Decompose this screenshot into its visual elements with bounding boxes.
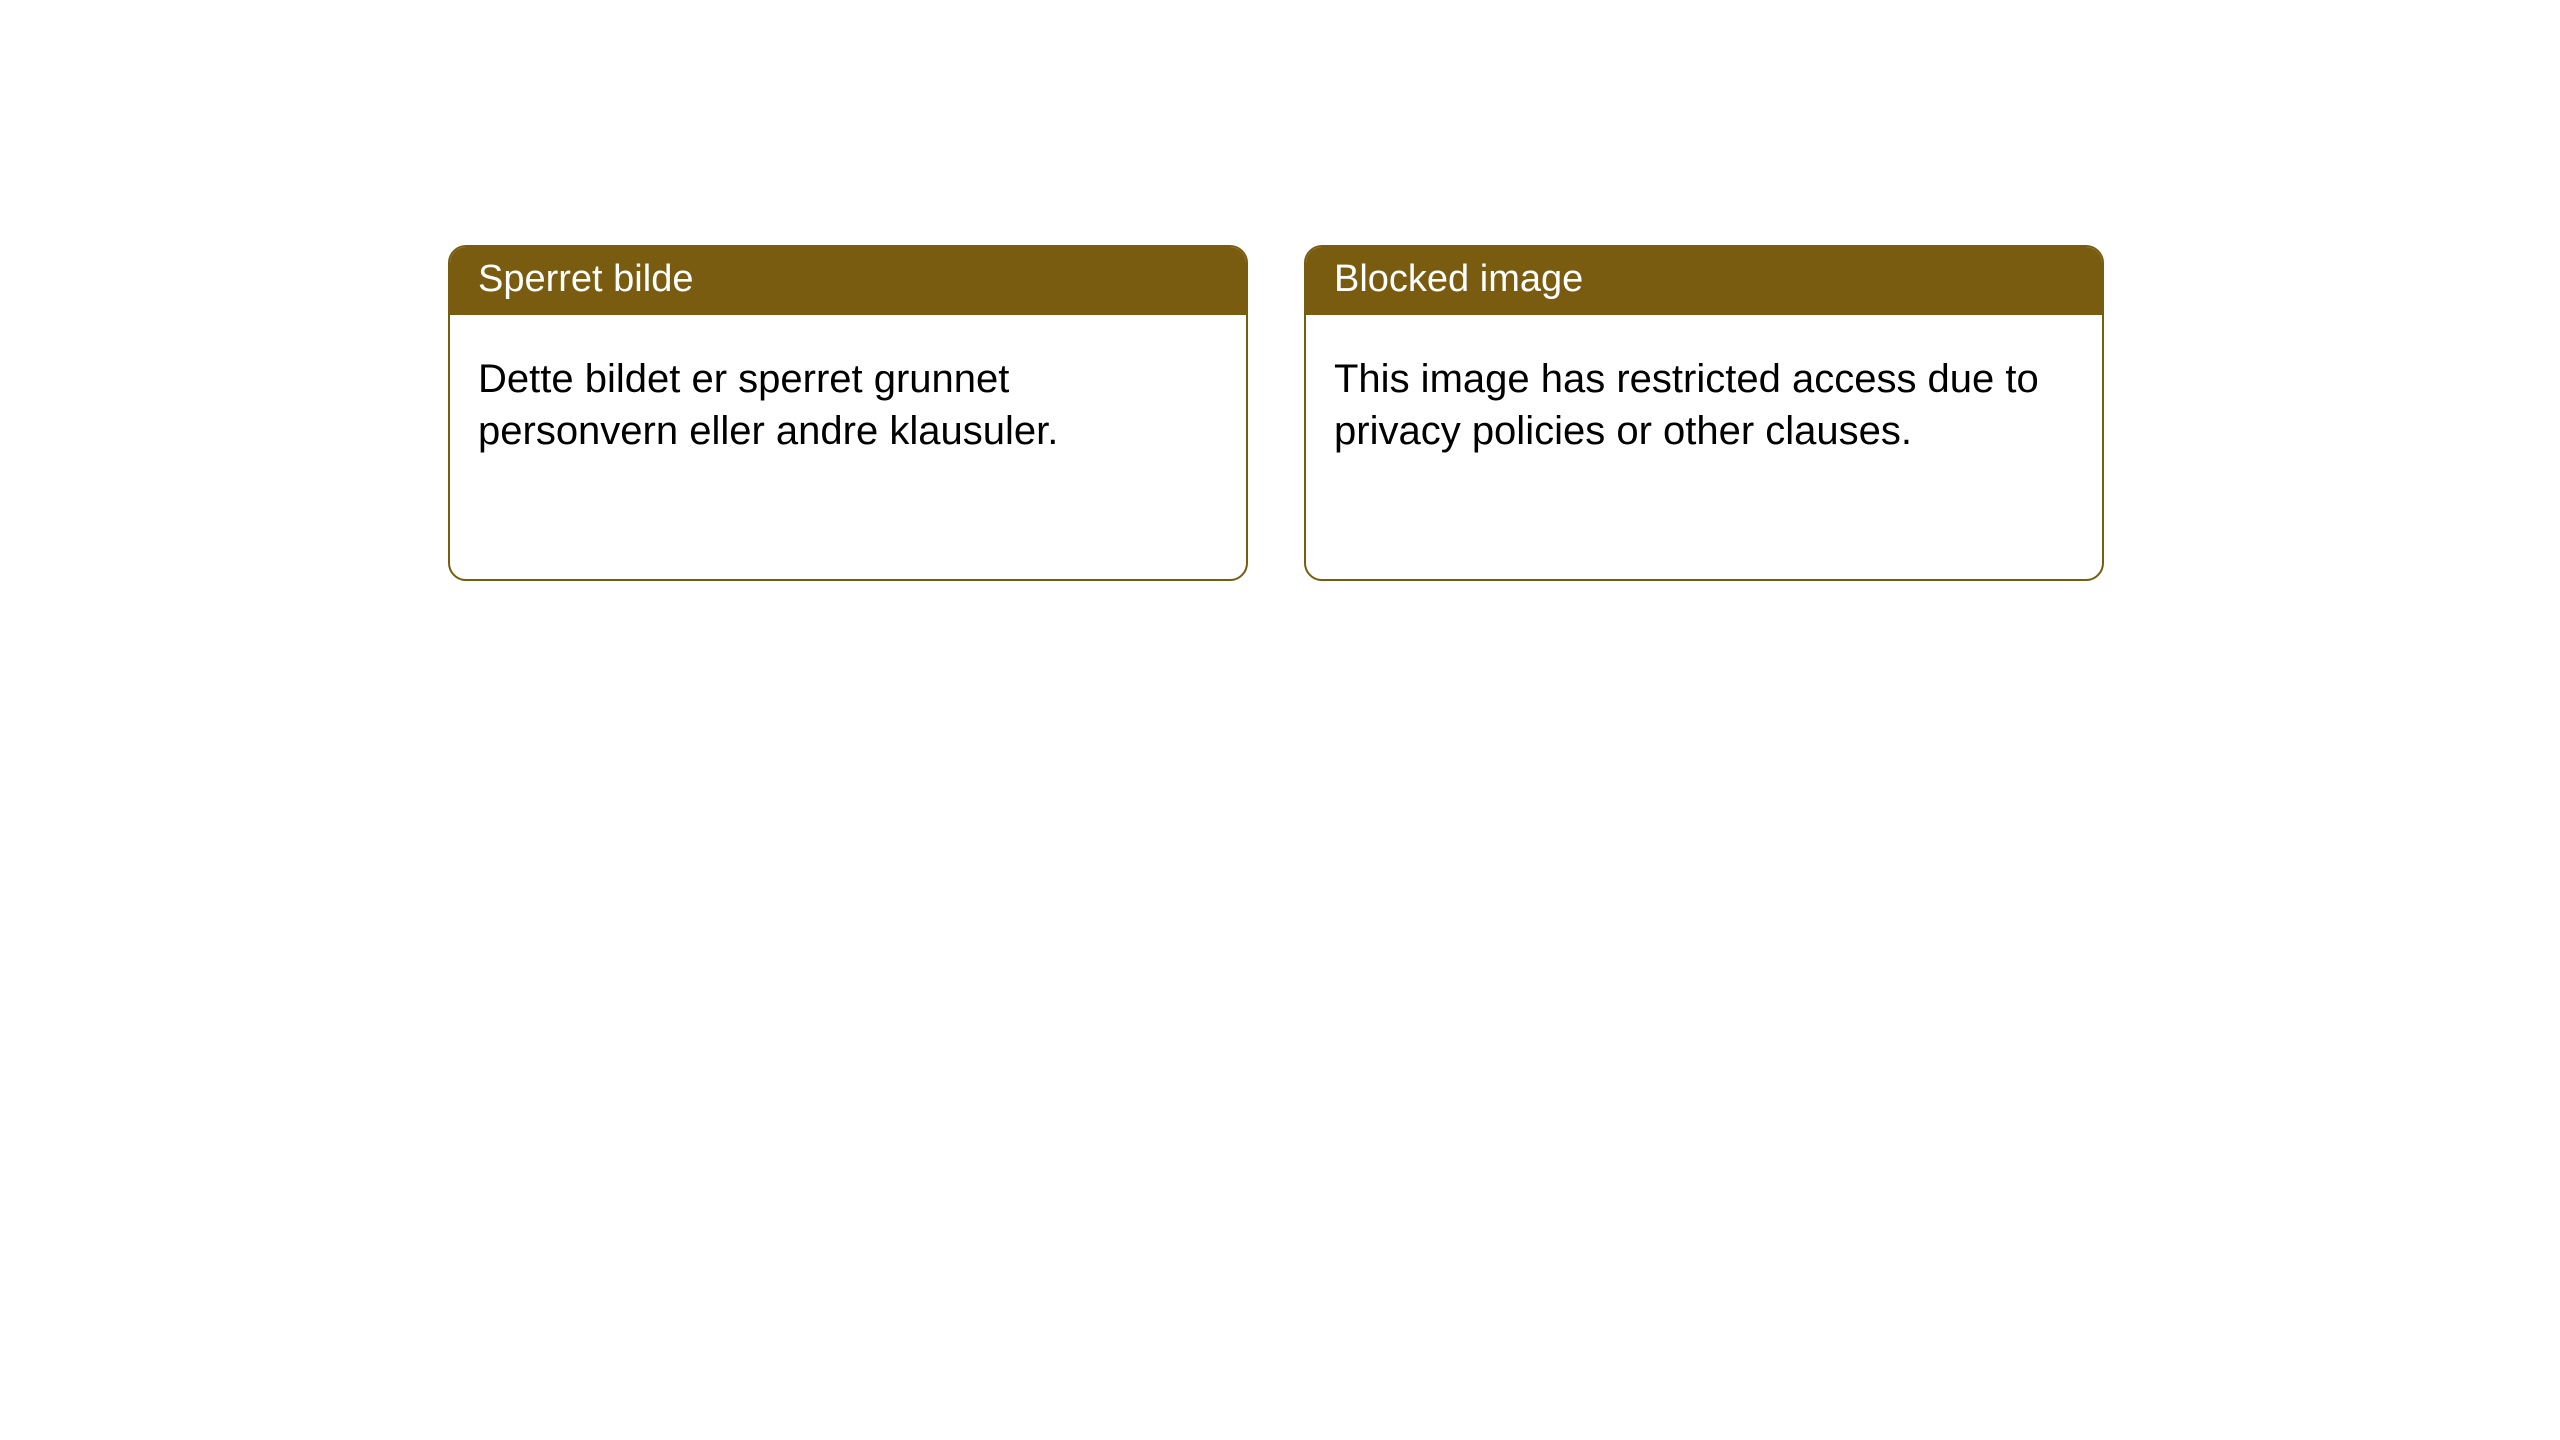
notice-body: This image has restricted access due to … — [1306, 315, 2102, 485]
notice-card-norwegian: Sperret bilde Dette bildet er sperret gr… — [448, 245, 1248, 581]
notice-body: Dette bildet er sperret grunnet personve… — [450, 315, 1246, 485]
notice-card-english: Blocked image This image has restricted … — [1304, 245, 2104, 581]
notice-title: Blocked image — [1306, 247, 2102, 315]
notice-container: Sperret bilde Dette bildet er sperret gr… — [0, 0, 2560, 581]
notice-title: Sperret bilde — [450, 247, 1246, 315]
